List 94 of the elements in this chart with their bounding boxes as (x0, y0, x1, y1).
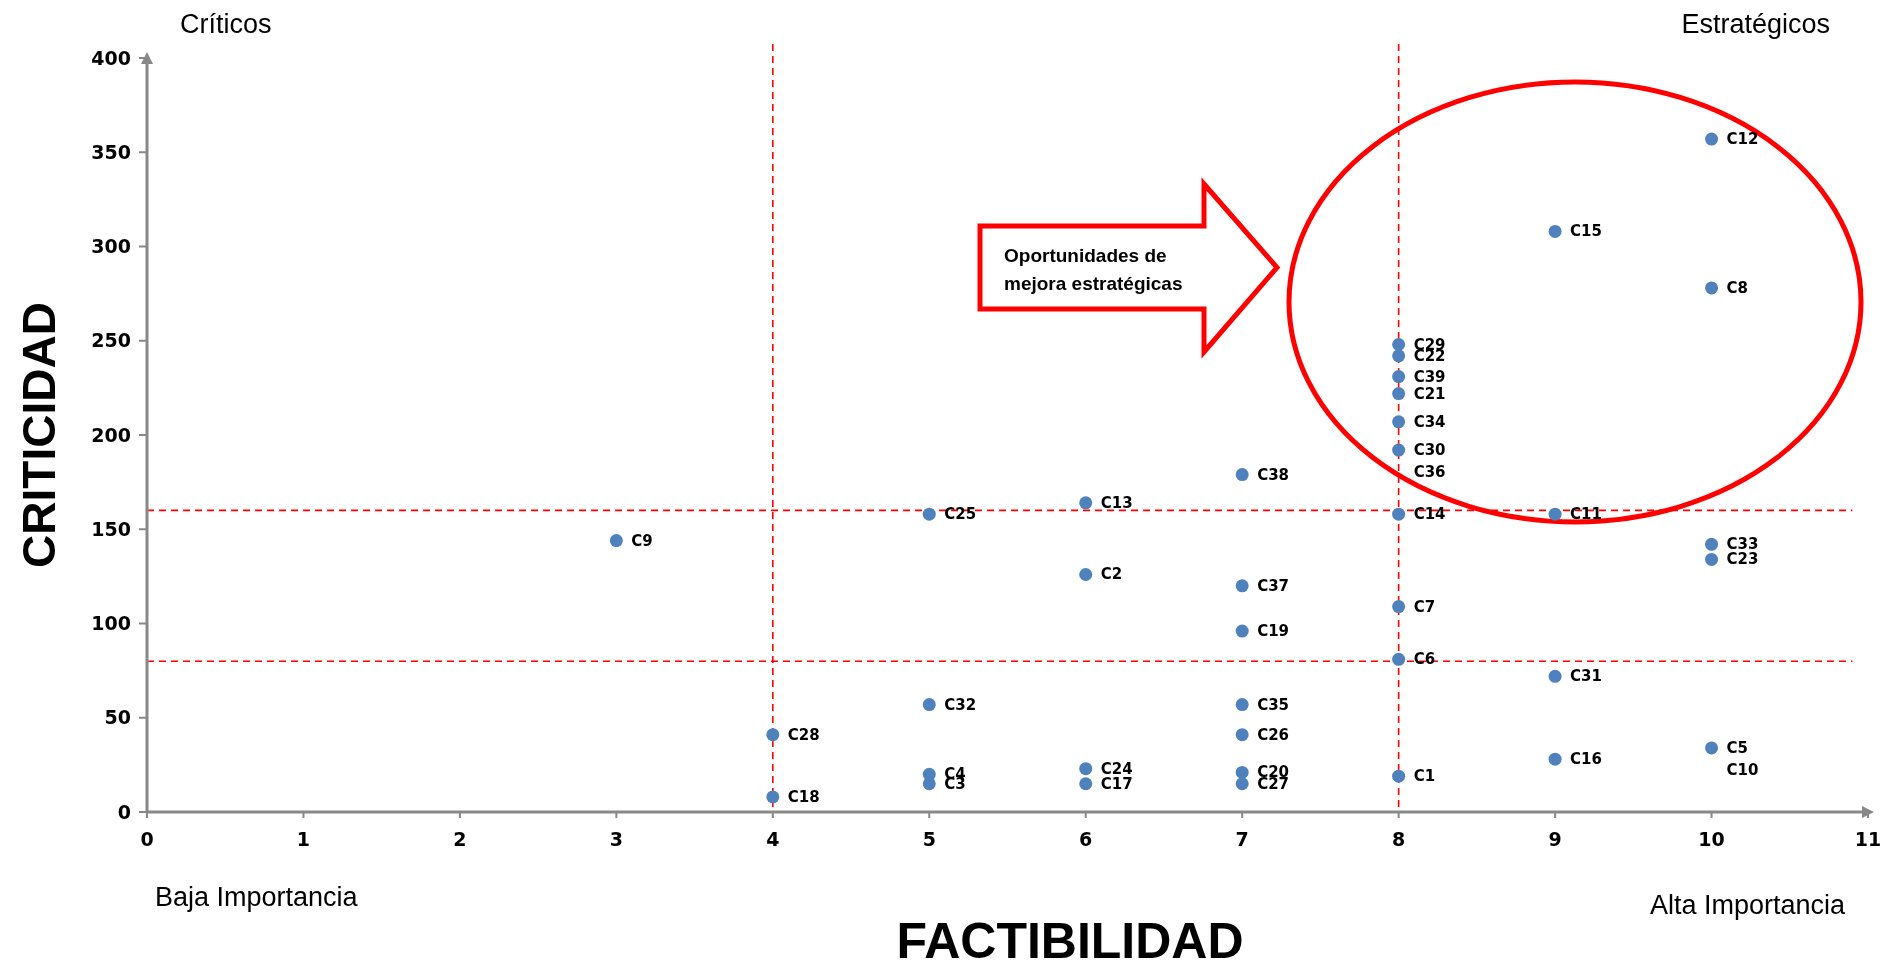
x-axis-title: FACTIBILIDAD (896, 913, 1244, 964)
y-axis-title: CRITICIDAD (13, 302, 65, 568)
point (1235, 777, 1249, 791)
annotation: C6 (1413, 650, 1436, 669)
annotation: C26 (1257, 725, 1290, 744)
annotation: C12 (1726, 130, 1759, 149)
y-tick-label: 300 (91, 235, 131, 258)
point (766, 790, 780, 804)
annotation: C38 (1257, 465, 1290, 484)
point (1392, 652, 1406, 666)
point (1079, 777, 1093, 791)
x-tick-label: 9 (1548, 828, 1562, 850)
x-tick-label: 4 (766, 828, 780, 850)
point (1548, 752, 1562, 766)
annotation: C32 (944, 695, 977, 714)
point (1235, 624, 1249, 638)
annotation: C11 (1570, 505, 1602, 524)
point (922, 507, 936, 521)
point (1392, 415, 1406, 429)
point (766, 728, 780, 742)
point (1705, 132, 1719, 146)
annotation: C21 (1413, 384, 1446, 403)
point (1392, 349, 1406, 363)
point (1705, 741, 1719, 755)
y-tick-label: 400 (91, 46, 131, 69)
point (1392, 769, 1406, 783)
annotation: C9 (631, 531, 653, 550)
y-tick-label: 100 (91, 612, 131, 635)
x-tick-label: 11 (1854, 828, 1882, 850)
annotation: C19 (1257, 622, 1290, 641)
point (1079, 496, 1093, 510)
x-tick-label: 2 (453, 828, 467, 850)
point (1392, 507, 1406, 521)
x-tick-label: 6 (1079, 828, 1093, 850)
x-tick-label: 3 (609, 828, 623, 850)
y-tick-label: 50 (104, 706, 131, 729)
point (1548, 669, 1562, 683)
x-tick-label: 7 (1235, 828, 1249, 850)
annotation: C15 (1570, 222, 1602, 241)
point (1235, 579, 1249, 593)
annotation: C36 (1413, 463, 1446, 482)
annotation: C8 (1726, 278, 1748, 297)
point (1392, 443, 1406, 457)
text: Alta Importancia (1649, 890, 1846, 920)
point (1079, 762, 1093, 776)
annotation: C39 (1413, 367, 1446, 386)
point (1235, 468, 1249, 482)
annotation: C35 (1257, 695, 1290, 714)
annotation: C31 (1570, 667, 1602, 686)
point (609, 534, 623, 548)
annotation: C30 (1413, 441, 1446, 460)
annotation: C7 (1413, 597, 1436, 616)
point (1548, 507, 1562, 521)
point (1235, 765, 1249, 779)
annotation: C18 (787, 787, 820, 806)
point (1079, 567, 1093, 581)
annotation: C16 (1570, 750, 1602, 769)
annotation: C23 (1726, 550, 1759, 569)
text: Estratégicos (1681, 9, 1830, 39)
y-tick-label: 350 (91, 140, 131, 163)
annotation: C1 (1413, 767, 1436, 786)
text: Baja Importancia (155, 882, 359, 912)
x-tick-label: 5 (922, 828, 936, 850)
annotation: C37 (1257, 576, 1290, 595)
annotation: Oportunidades de mejora estratégicas (1004, 244, 1183, 294)
text: Críticos (180, 9, 272, 39)
point (1705, 552, 1719, 566)
point (922, 698, 936, 712)
point (1235, 728, 1249, 742)
annotation: C28 (787, 725, 820, 744)
point (1392, 387, 1406, 401)
annotation: C34 (1413, 412, 1446, 431)
point (1392, 338, 1406, 352)
point (1548, 224, 1562, 238)
annotation: C10 (1726, 760, 1759, 779)
x-tick-label: 8 (1392, 828, 1406, 850)
annotation: C2 (1100, 565, 1123, 584)
x-tick-label: 0 (140, 828, 154, 850)
point (1235, 698, 1249, 712)
annotation: C5 (1726, 738, 1748, 757)
y-tick-label: 250 (91, 329, 131, 352)
x-tick-label: 1 (296, 828, 311, 850)
point (922, 777, 936, 791)
annotation: C25 (944, 505, 977, 524)
point (1392, 600, 1406, 614)
y-tick-label: 0 (117, 800, 131, 823)
annotation: C14 (1413, 505, 1446, 524)
y-tick-label: 200 (91, 423, 131, 446)
point (1705, 537, 1719, 551)
x-tick-label: 10 (1698, 828, 1725, 850)
point (1392, 370, 1406, 384)
annotation: C13 (1100, 493, 1133, 512)
y-tick-label: 150 (91, 517, 131, 540)
point (1705, 281, 1719, 295)
